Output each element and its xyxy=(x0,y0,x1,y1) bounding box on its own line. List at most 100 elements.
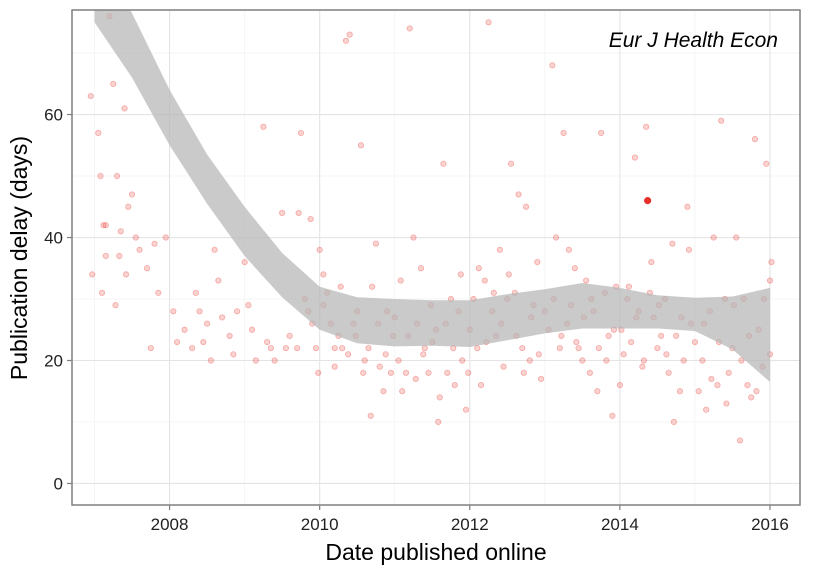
data-point xyxy=(241,259,248,266)
data-point xyxy=(89,271,96,278)
data-point xyxy=(112,302,119,309)
x-tick-label: 2008 xyxy=(151,515,189,534)
data-point xyxy=(462,406,470,413)
data-point xyxy=(594,388,601,395)
smooth-band xyxy=(94,10,770,382)
data-point xyxy=(598,129,605,137)
data-point xyxy=(207,357,214,364)
data-point xyxy=(708,375,715,383)
data-point xyxy=(520,369,527,376)
data-point xyxy=(680,357,687,364)
data-point xyxy=(496,246,503,253)
data-point xyxy=(155,289,162,296)
data-point xyxy=(475,265,482,272)
data-point xyxy=(234,308,241,315)
data-point xyxy=(121,105,128,112)
data-point xyxy=(751,136,759,143)
data-point xyxy=(412,375,419,383)
data-point xyxy=(342,37,350,44)
x-axis-title: Date published online xyxy=(325,539,546,565)
data-point xyxy=(552,234,560,241)
x-tick-label: 2014 xyxy=(601,515,639,534)
data-point xyxy=(230,351,237,358)
data-point xyxy=(573,338,580,346)
data-point xyxy=(699,357,706,364)
data-point xyxy=(361,357,368,364)
x-tick-label: 2010 xyxy=(301,515,339,534)
y-tick-label: 0 xyxy=(54,474,63,493)
data-point xyxy=(670,418,678,426)
data-point xyxy=(264,338,271,346)
data-point xyxy=(337,283,344,290)
data-point xyxy=(421,345,428,352)
data-point xyxy=(294,345,301,352)
data-point xyxy=(534,259,541,266)
data-point xyxy=(360,369,367,376)
data-point xyxy=(331,363,338,370)
data-point xyxy=(676,388,684,395)
data-point xyxy=(490,289,497,296)
data-point xyxy=(211,246,218,253)
journal-annotation: Eur J Health Econ xyxy=(609,29,778,52)
data-point xyxy=(684,203,691,210)
data-point xyxy=(170,308,177,315)
data-point xyxy=(654,345,661,352)
data-point xyxy=(357,142,365,149)
data-point xyxy=(733,234,740,241)
data-point xyxy=(365,345,372,352)
data-point xyxy=(609,412,616,419)
data-point xyxy=(307,215,314,223)
data-point xyxy=(640,357,647,364)
data-point xyxy=(282,345,289,352)
data-point xyxy=(380,388,387,395)
data-point xyxy=(457,271,464,278)
data-point xyxy=(579,357,586,364)
data-point xyxy=(402,369,410,376)
data-point xyxy=(571,265,578,272)
data-point xyxy=(97,172,104,180)
data-point xyxy=(625,283,632,290)
data-point xyxy=(376,363,383,370)
data-point xyxy=(397,277,404,284)
data-point xyxy=(173,338,181,346)
data-point xyxy=(658,332,665,340)
data-point xyxy=(295,209,302,217)
data-point xyxy=(648,259,655,266)
data-point xyxy=(723,400,730,407)
data-point xyxy=(519,345,526,352)
data-point xyxy=(474,345,481,352)
data-point xyxy=(346,31,353,38)
grid xyxy=(72,10,800,505)
data-point xyxy=(219,314,226,321)
data-point xyxy=(556,345,563,352)
data-point xyxy=(320,271,327,278)
data-point xyxy=(718,117,725,124)
data-point xyxy=(558,332,565,340)
data-point xyxy=(685,246,693,253)
data-point xyxy=(549,62,556,69)
data-point xyxy=(215,277,222,284)
data-point xyxy=(382,351,389,358)
data-point xyxy=(537,375,545,383)
data-point xyxy=(245,302,252,309)
data-point xyxy=(100,222,107,229)
data-point xyxy=(345,351,352,358)
highlight-point-layer xyxy=(644,197,652,205)
data-point xyxy=(736,437,744,444)
data-point xyxy=(372,240,380,247)
data-point xyxy=(535,351,542,358)
data-point xyxy=(710,234,717,241)
data-point xyxy=(387,369,395,376)
data-point xyxy=(425,369,432,376)
data-point xyxy=(143,265,151,272)
data-point xyxy=(406,25,413,32)
data-point xyxy=(435,418,442,426)
data-point xyxy=(286,332,293,340)
data-point xyxy=(200,338,207,346)
data-point xyxy=(616,381,623,389)
data-point xyxy=(628,338,635,346)
data-point xyxy=(271,357,278,364)
data-point xyxy=(768,259,775,266)
data-point xyxy=(663,351,670,358)
data-point xyxy=(451,381,458,389)
